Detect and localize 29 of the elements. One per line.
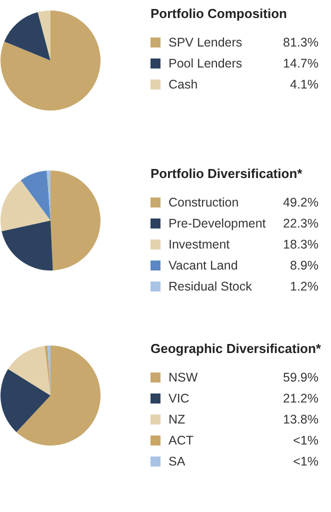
data-label: 4.1% [290,78,319,92]
legend-label: NZ [168,412,186,426]
data-label: 8.9% [290,258,319,272]
legend-label: NSW [168,370,198,384]
legend-label: SPV Lenders [168,36,242,50]
chart-title: Geographic Diversification* [150,341,322,356]
legend-label: Cash [168,78,198,92]
legend-label: Pre-Development [168,216,266,230]
data-label: <1% [293,454,319,468]
data-label: 49.2% [283,196,319,210]
legend-label: Investment [168,238,230,252]
data-label: 81.3% [283,36,319,50]
legend-label: Pool Lenders [168,56,242,70]
legend-label: ACT [168,434,194,448]
legend-label: Vacant Land [168,258,238,272]
data-label: 14.7% [283,56,319,70]
chart-title: Portfolio Composition [150,6,288,21]
data-label: 21.2% [283,392,319,406]
legend-label: SA [168,454,186,468]
data-label: 22.3% [283,216,319,230]
data-label: 18.3% [283,238,319,252]
data-label: 1.2% [290,280,319,294]
data-label: 59.9% [283,370,319,384]
data-label: <1% [293,434,319,448]
data-label: 13.8% [283,412,319,426]
legend-label: Construction [168,196,239,210]
legend-label: VIC [168,392,190,406]
legend-label: Residual Stock [168,280,253,294]
chart-title: Portfolio Diversification* [150,166,304,181]
